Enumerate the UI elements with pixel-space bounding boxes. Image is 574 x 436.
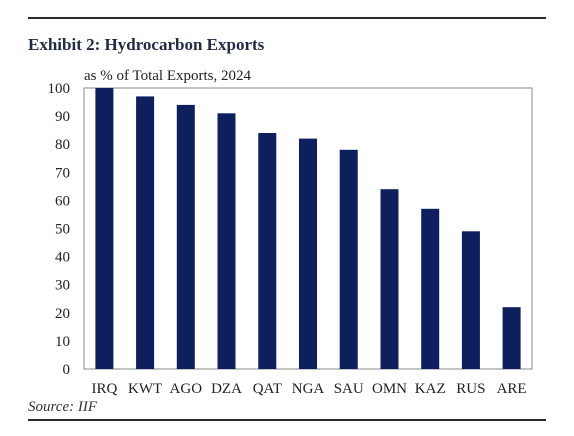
bar-dza — [217, 113, 236, 369]
y-tick-label: 100 — [48, 81, 71, 97]
top-rule — [28, 17, 546, 19]
x-tick-label: IRQ — [91, 381, 117, 397]
y-tick-label: 70 — [55, 165, 70, 181]
x-tick-label: NGA — [292, 381, 325, 397]
bar-omn — [380, 189, 399, 369]
x-tick-label: DZA — [211, 381, 242, 397]
y-tick-label: 90 — [55, 109, 70, 125]
y-tick-label: 20 — [55, 306, 70, 322]
x-axis: IRQ KWT AGO DZA QAT NGA SAU OMN KAZ RUS ARE — [91, 381, 526, 397]
y-axis: 0 10 20 30 40 50 60 70 80 90 100 — [48, 81, 71, 378]
bar-rus — [461, 231, 480, 369]
y-tick-label: 50 — [55, 222, 70, 238]
x-tick-label: ARE — [497, 381, 527, 397]
source-note: Source: IIF — [28, 399, 97, 415]
bar-ago — [176, 104, 195, 370]
bar-are — [502, 307, 521, 369]
chart-subtitle: as % of Total Exports, 2024 — [84, 68, 251, 84]
bars-group — [95, 88, 521, 370]
y-tick-label: 60 — [55, 193, 70, 209]
exhibit-title: Exhibit 2: Hydrocarbon Exports — [28, 35, 265, 54]
x-tick-label: QAT — [253, 381, 282, 397]
y-tick-label: 40 — [55, 250, 70, 266]
bottom-rule — [28, 419, 546, 421]
x-tick-label: KAZ — [415, 381, 446, 397]
y-tick-label: 80 — [55, 137, 70, 153]
x-tick-label: OMN — [372, 381, 407, 397]
bar-qat — [258, 133, 277, 369]
bar-irq — [95, 88, 114, 369]
bar-kaz — [421, 208, 440, 369]
y-tick-label: 0 — [63, 362, 71, 378]
y-tick-label: 10 — [55, 334, 70, 350]
bar-nga — [299, 138, 317, 369]
x-tick-label: AGO — [170, 381, 203, 397]
y-tick-label: 30 — [55, 278, 70, 294]
x-tick-label: SAU — [334, 381, 364, 397]
bar-sau — [339, 149, 358, 369]
bar-kwt — [136, 96, 155, 370]
x-tick-label: RUS — [456, 381, 485, 397]
x-tick-label: KWT — [128, 381, 162, 397]
